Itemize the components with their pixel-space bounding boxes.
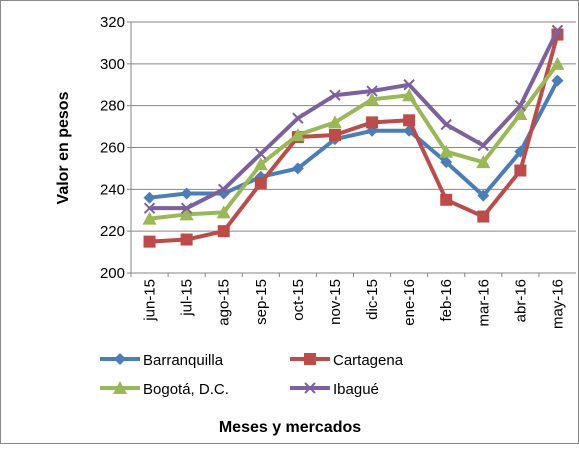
legend-label: Bogotá, D.C. bbox=[143, 381, 229, 398]
y-tick-label: 220 bbox=[100, 223, 125, 240]
series-line bbox=[149, 62, 560, 221]
marker bbox=[329, 89, 341, 101]
x-tick-label: ago-15 bbox=[216, 279, 233, 326]
marker bbox=[218, 183, 230, 196]
marker bbox=[143, 202, 156, 214]
marker bbox=[477, 210, 490, 223]
x-tick-label: nov-15 bbox=[327, 279, 344, 325]
marker bbox=[291, 162, 304, 175]
x-tick-label: sep-15 bbox=[253, 279, 270, 325]
y-tick-label: 320 bbox=[100, 14, 125, 31]
marker bbox=[217, 225, 230, 238]
marker bbox=[551, 24, 564, 37]
marker bbox=[439, 144, 454, 158]
x-tick-label: jul-15 bbox=[179, 279, 196, 317]
marker bbox=[304, 382, 316, 394]
marker bbox=[254, 177, 267, 190]
marker bbox=[292, 112, 304, 124]
marker bbox=[365, 92, 380, 106]
marker bbox=[180, 233, 193, 246]
marker bbox=[514, 164, 527, 177]
marker bbox=[513, 107, 528, 121]
x-axis-title: Meses y mercados bbox=[219, 419, 361, 436]
legend-label: Barranquilla bbox=[143, 352, 224, 369]
legend-item: Barranquilla bbox=[100, 352, 224, 369]
x-tick-label: mar-16 bbox=[475, 279, 492, 327]
y-tick-label: 300 bbox=[100, 56, 125, 73]
marker bbox=[477, 139, 489, 152]
y-tick-label: 280 bbox=[100, 98, 125, 115]
marker bbox=[403, 114, 416, 127]
legend-item: Cartagena bbox=[290, 352, 404, 369]
marker bbox=[402, 88, 417, 102]
marker bbox=[477, 189, 490, 202]
legend-item: Bogotá, D.C. bbox=[100, 381, 229, 398]
marker bbox=[550, 56, 565, 70]
legend-label: Cartagena bbox=[333, 352, 404, 369]
x-tick-label: may-16 bbox=[549, 279, 566, 329]
marker bbox=[143, 191, 156, 204]
marker bbox=[290, 127, 305, 141]
marker bbox=[255, 148, 267, 160]
marker bbox=[113, 381, 127, 394]
marker bbox=[179, 207, 194, 221]
marker bbox=[328, 128, 341, 141]
marker bbox=[180, 187, 193, 200]
marker bbox=[440, 193, 453, 206]
marker bbox=[114, 353, 126, 365]
x-tick-label: abr-16 bbox=[512, 279, 529, 322]
y-tick-label: 200 bbox=[100, 265, 125, 282]
marker bbox=[216, 205, 231, 219]
marker bbox=[551, 74, 564, 87]
marker bbox=[476, 155, 491, 169]
marker bbox=[440, 156, 453, 169]
y-axis-title: Valor en pesos bbox=[55, 91, 72, 204]
legend-label: Ibagué bbox=[333, 381, 379, 398]
marker bbox=[440, 118, 452, 131]
y-tick-label: 240 bbox=[100, 181, 125, 198]
x-tick-label: oct-15 bbox=[290, 279, 307, 321]
marker bbox=[180, 202, 193, 214]
marker bbox=[142, 211, 157, 225]
marker bbox=[403, 79, 415, 91]
marker bbox=[366, 85, 378, 97]
x-tick-label: dic-15 bbox=[364, 279, 381, 320]
marker bbox=[143, 235, 156, 248]
series-line bbox=[149, 34, 560, 244]
marker bbox=[366, 116, 379, 129]
x-tick-label: ene-16 bbox=[401, 279, 418, 326]
marker bbox=[514, 99, 527, 112]
legend-item: Ibagué bbox=[290, 381, 379, 398]
marker bbox=[304, 353, 316, 365]
y-tick-label: 260 bbox=[100, 140, 125, 157]
marker bbox=[327, 115, 342, 129]
x-tick-label: feb-16 bbox=[438, 279, 455, 322]
series-line bbox=[149, 29, 560, 211]
marker bbox=[253, 157, 268, 171]
x-tick-label: jun-15 bbox=[142, 279, 159, 322]
